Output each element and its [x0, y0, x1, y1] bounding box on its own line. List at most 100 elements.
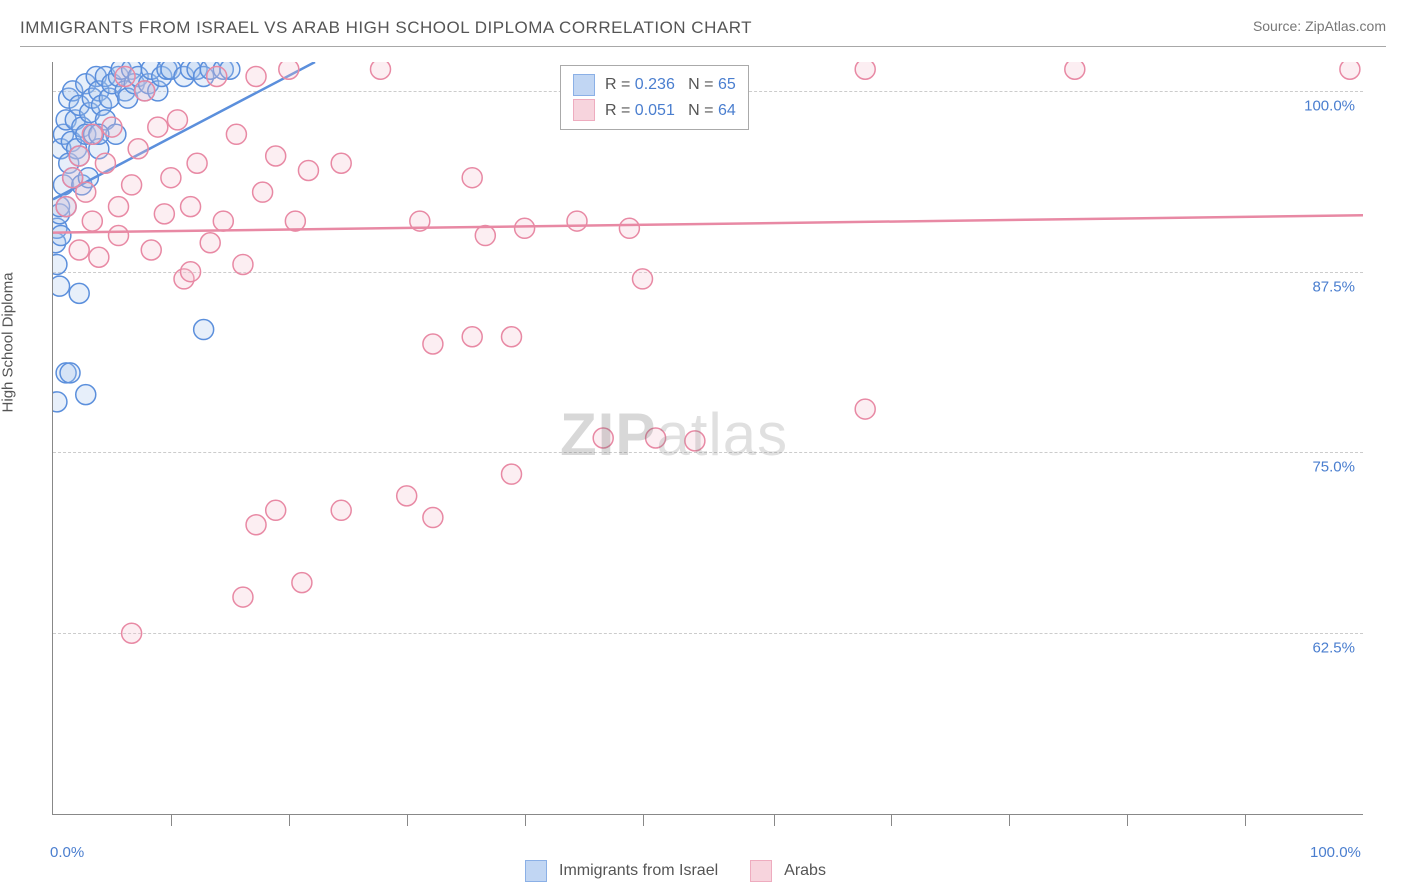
legend-swatch-israel	[573, 74, 595, 96]
data-point-arabs	[292, 573, 312, 593]
data-point-arabs	[502, 464, 522, 484]
data-point-arabs	[462, 327, 482, 347]
data-point-arabs	[266, 146, 286, 166]
data-point-arabs	[233, 587, 253, 607]
bottom-label-arabs: Arabs	[784, 862, 826, 880]
data-point-israel	[53, 254, 67, 274]
x-tick-mark	[891, 814, 892, 826]
data-point-arabs	[397, 486, 417, 506]
data-point-arabs	[102, 117, 122, 137]
source-name: ZipAtlas.com	[1305, 18, 1386, 34]
data-point-arabs	[1340, 62, 1360, 79]
data-point-arabs	[685, 431, 705, 451]
bottom-swatch-arabs	[750, 860, 772, 882]
correlation-legend: R = 0.236 N = 65R = 0.051 N = 64	[560, 65, 749, 130]
data-point-israel	[69, 283, 89, 303]
data-point-arabs	[331, 153, 351, 173]
bottom-label-israel: Immigrants from Israel	[559, 862, 718, 880]
data-point-arabs	[423, 508, 443, 528]
data-point-arabs	[213, 211, 233, 231]
data-point-arabs	[298, 160, 318, 180]
legend-stats-arabs: R = 0.051 N = 64	[605, 98, 736, 124]
chart-header: IMMIGRANTS FROM ISRAEL VS ARAB HIGH SCHO…	[20, 18, 1386, 47]
data-point-arabs	[475, 226, 495, 246]
data-point-arabs	[187, 153, 207, 173]
x-tick-mark	[407, 814, 408, 826]
data-point-arabs	[285, 211, 305, 231]
x-tick-label-max: 100.0%	[1310, 844, 1361, 861]
x-tick-mark	[1009, 814, 1010, 826]
legend-swatch-arabs	[573, 99, 595, 121]
data-point-arabs	[423, 334, 443, 354]
data-point-arabs	[167, 110, 187, 130]
data-point-israel	[60, 363, 80, 383]
data-point-arabs	[122, 175, 142, 195]
data-point-arabs	[855, 62, 875, 79]
data-point-arabs	[69, 146, 89, 166]
plot-svg	[53, 62, 1363, 814]
data-point-arabs	[135, 81, 155, 101]
data-point-arabs	[128, 139, 148, 159]
data-point-arabs	[331, 500, 351, 520]
data-point-arabs	[207, 66, 227, 86]
data-point-arabs	[246, 515, 266, 535]
data-point-arabs	[161, 168, 181, 188]
data-point-arabs	[82, 211, 102, 231]
legend-row-arabs: R = 0.051 N = 64	[573, 98, 736, 124]
scatter-plot-area: 100.0%87.5%75.0%62.5%	[52, 62, 1363, 815]
data-point-arabs	[69, 240, 89, 260]
data-point-arabs	[502, 327, 522, 347]
data-point-arabs	[855, 399, 875, 419]
data-point-arabs	[148, 117, 168, 137]
data-point-israel	[76, 385, 96, 405]
data-point-arabs	[89, 247, 109, 267]
legend-stats-israel: R = 0.236 N = 65	[605, 72, 736, 98]
data-point-arabs	[82, 124, 102, 144]
data-point-arabs	[115, 66, 135, 86]
x-tick-mark	[525, 814, 526, 826]
data-point-arabs	[1065, 62, 1085, 79]
data-point-arabs	[109, 226, 129, 246]
data-point-arabs	[109, 197, 129, 217]
x-tick-mark	[1245, 814, 1246, 826]
source-attribution: Source: ZipAtlas.com	[1253, 18, 1386, 34]
data-point-arabs	[76, 182, 96, 202]
data-point-arabs	[95, 153, 115, 173]
trend-line-arabs	[53, 215, 1363, 232]
x-tick-mark	[289, 814, 290, 826]
data-point-arabs	[371, 62, 391, 79]
legend-row-israel: R = 0.236 N = 65	[573, 72, 736, 98]
bottom-swatch-israel	[525, 860, 547, 882]
y-axis-label: High School Diploma	[0, 272, 17, 412]
data-point-israel	[53, 226, 71, 246]
source-prefix: Source:	[1253, 18, 1305, 34]
x-tick-mark	[643, 814, 644, 826]
data-point-arabs	[515, 218, 535, 238]
data-point-arabs	[181, 262, 201, 282]
chart-title: IMMIGRANTS FROM ISRAEL VS ARAB HIGH SCHO…	[20, 18, 752, 37]
data-point-arabs	[279, 62, 299, 79]
data-point-arabs	[646, 428, 666, 448]
data-point-arabs	[181, 197, 201, 217]
data-point-arabs	[154, 204, 174, 224]
x-tick-mark	[1127, 814, 1128, 826]
series-legend: Immigrants from Israel Arabs	[525, 860, 846, 882]
data-point-arabs	[141, 240, 161, 260]
data-point-arabs	[633, 269, 653, 289]
data-point-israel	[194, 320, 214, 340]
data-point-arabs	[122, 623, 142, 643]
data-point-israel	[53, 392, 67, 412]
data-point-arabs	[253, 182, 273, 202]
x-tick-mark	[774, 814, 775, 826]
x-tick-mark	[171, 814, 172, 826]
data-point-arabs	[226, 124, 246, 144]
data-point-arabs	[593, 428, 613, 448]
data-point-arabs	[567, 211, 587, 231]
data-point-arabs	[246, 66, 266, 86]
data-point-arabs	[56, 197, 76, 217]
data-point-arabs	[233, 254, 253, 274]
data-point-israel	[53, 276, 70, 296]
data-point-arabs	[200, 233, 220, 253]
data-point-arabs	[462, 168, 482, 188]
data-point-arabs	[619, 218, 639, 238]
